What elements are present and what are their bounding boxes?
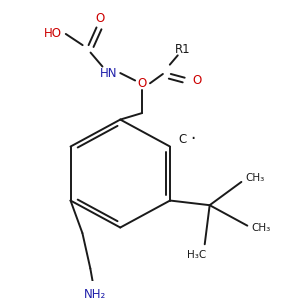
Text: CH₃: CH₃ — [245, 173, 265, 183]
Text: HO: HO — [44, 28, 62, 40]
Text: C: C — [178, 133, 186, 146]
Text: O: O — [96, 12, 105, 25]
Text: O: O — [137, 77, 147, 90]
Text: R1: R1 — [175, 43, 190, 56]
Text: O: O — [192, 74, 201, 87]
Text: CH₃: CH₃ — [251, 224, 271, 233]
Text: ·: · — [190, 130, 195, 148]
Text: H₃C: H₃C — [187, 250, 206, 260]
Text: NH₂: NH₂ — [84, 288, 106, 300]
Text: HN: HN — [100, 67, 117, 80]
